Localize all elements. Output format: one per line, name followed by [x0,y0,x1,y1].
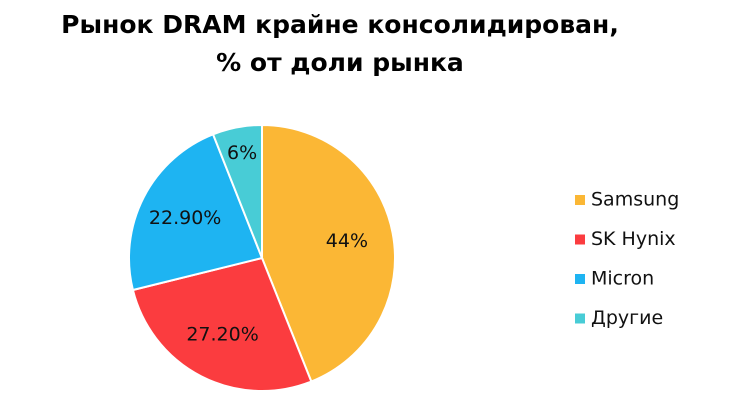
pie-slice [131,256,313,392]
legend-swatch [575,313,585,324]
data-label: 44% [326,230,368,252]
legend-swatch [575,195,585,205]
legend-label: Другие [591,307,663,329]
data-label: 6% [227,142,257,164]
chart-title: Рынок DRAM крайне консолидирован, % от д… [61,10,619,77]
legend-label: Samsung [591,189,679,211]
legend-swatch [575,234,585,245]
legend-swatch [575,274,585,284]
pie-slice [211,123,263,259]
pie-slice [261,123,396,383]
legend-label: SK Hynix [591,228,676,250]
legend-label: Micron [591,268,654,290]
pie-slice [128,133,264,292]
data-label: 27.20% [186,323,258,345]
data-label: 22.90% [149,207,221,229]
